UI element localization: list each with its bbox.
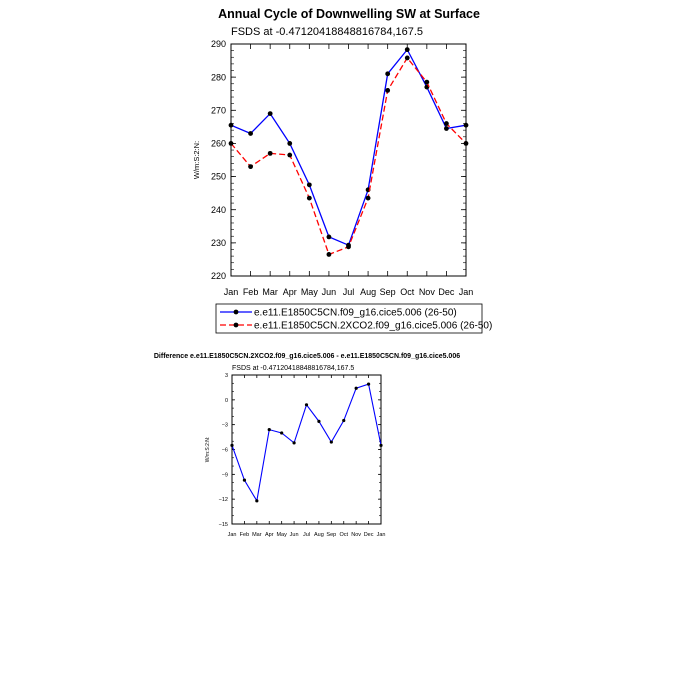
plot-frame — [231, 374, 382, 525]
y-tick-label: 250 — [211, 172, 226, 182]
chart-subtitle: FSDS at -0.47120418848816784,167.5 — [231, 26, 423, 38]
y-tick-label: 3 — [225, 373, 228, 379]
data-point — [346, 244, 351, 250]
x-tick-label: Mar — [262, 287, 278, 297]
data-point — [267, 150, 273, 156]
y-tick-label: 0 — [225, 398, 228, 404]
x-tick-label: Aug — [314, 532, 324, 538]
x-tick-label: Apr — [283, 287, 297, 297]
data-point — [248, 164, 253, 170]
data-point — [463, 122, 469, 128]
data-point — [385, 88, 391, 93]
y-tick-label: −15 — [219, 522, 228, 528]
x-tick-label: May — [276, 532, 287, 538]
x-tick-label: Oct — [339, 532, 348, 538]
data-point — [287, 141, 293, 146]
chart-subtitle: FSDS at -0.47120418848816784,167.5 — [232, 365, 354, 372]
chart-title: Difference e.e11.E1850C5CN.2XCO2.f09_g16… — [154, 353, 460, 360]
legend-marker — [233, 322, 239, 328]
data-point — [228, 141, 234, 146]
data-point — [444, 126, 449, 131]
x-tick-label: May — [301, 287, 319, 297]
x-tick-label: Nov — [351, 532, 361, 538]
data-point — [444, 121, 449, 126]
x-tick-label: Apr — [265, 532, 274, 538]
y-tick-label: −9 — [222, 472, 228, 478]
y-tick-label: 260 — [211, 139, 226, 149]
series-line — [231, 383, 382, 503]
data-point — [424, 79, 430, 85]
data-point — [326, 234, 332, 240]
x-tick-label: Jan — [459, 287, 474, 297]
y-tick-label: 230 — [211, 238, 226, 248]
x-tick-label: Dec — [364, 532, 374, 538]
y-axis-label: W/m:S:2:N: — [192, 141, 201, 179]
x-tick-label: Jan — [224, 287, 239, 297]
y-tick-label: 290 — [211, 39, 226, 49]
y-axis-label: W/m:S:2:N: — [205, 437, 211, 463]
x-tick-label: Nov — [419, 287, 436, 297]
data-point — [366, 382, 371, 386]
legend-marker — [233, 309, 239, 315]
series-line — [230, 48, 467, 247]
data-point — [248, 131, 253, 136]
data-point — [230, 443, 234, 447]
y-tick-label: −3 — [222, 423, 228, 429]
data-point — [306, 182, 312, 188]
data-point — [280, 431, 284, 435]
data-point — [255, 499, 259, 503]
data-point — [267, 428, 271, 432]
data-point — [385, 71, 391, 77]
data-point — [404, 55, 410, 61]
y-tick-label: 280 — [211, 72, 226, 82]
data-point — [292, 441, 296, 445]
data-point — [329, 440, 333, 444]
x-tick-label: Feb — [243, 287, 259, 297]
data-point — [404, 47, 410, 53]
x-tick-label: Jul — [303, 532, 310, 538]
data-point — [304, 403, 309, 407]
data-point — [306, 195, 312, 201]
data-point — [242, 478, 247, 482]
x-tick-label: Jul — [343, 287, 355, 297]
data-point — [326, 252, 332, 257]
x-tick-label: Jan — [228, 532, 237, 538]
data-point — [379, 443, 383, 447]
y-tick-label: 220 — [211, 271, 226, 281]
x-tick-label: Jan — [377, 532, 386, 538]
data-point — [267, 111, 273, 116]
data-point — [228, 122, 234, 128]
x-tick-label: Sep — [326, 532, 336, 538]
x-tick-label: Oct — [400, 287, 415, 297]
data-point — [463, 141, 469, 146]
y-tick-label: 240 — [211, 205, 226, 215]
x-tick-label: Jun — [322, 287, 337, 297]
legend-box — [215, 303, 483, 334]
x-tick-label: Sep — [380, 287, 396, 297]
x-tick-label: Feb — [240, 532, 249, 538]
y-tick-label: 270 — [211, 105, 226, 115]
x-tick-label: Jun — [290, 532, 299, 538]
data-point — [317, 419, 321, 423]
plot-frame — [230, 43, 467, 277]
chart-title: Annual Cycle of Downwelling SW at Surfac… — [218, 7, 480, 21]
y-tick-label: −6 — [222, 447, 228, 453]
y-tick-label: −12 — [219, 497, 228, 503]
data-point — [342, 418, 346, 423]
legend-label: e.e11.E1850C5CN.f09_g16.cice5.006 (26-50… — [254, 308, 457, 319]
data-point — [287, 152, 293, 158]
data-point — [354, 386, 358, 390]
x-tick-label: Mar — [252, 532, 262, 538]
series-line — [230, 56, 467, 256]
x-tick-label: Aug — [360, 287, 376, 297]
legend-label: e.e11.E1850C5CN.2XCO2.f09_g16.cice5.006 … — [254, 321, 492, 332]
data-point — [365, 195, 371, 201]
x-tick-label: Dec — [438, 287, 455, 297]
